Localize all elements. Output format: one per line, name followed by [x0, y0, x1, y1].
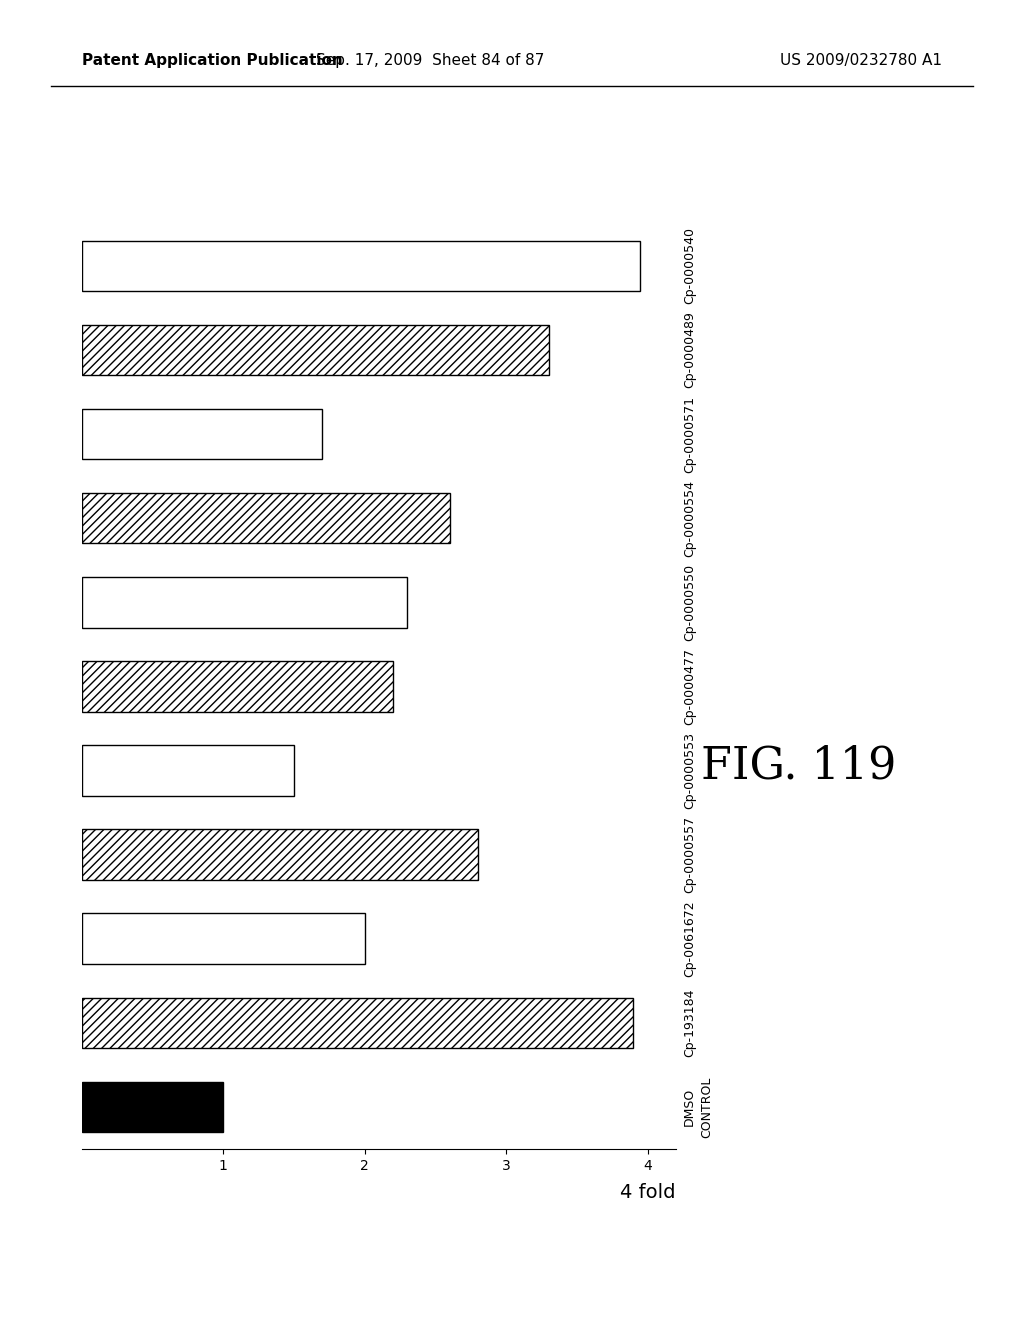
- Text: Sep. 17, 2009  Sheet 84 of 87: Sep. 17, 2009 Sheet 84 of 87: [315, 53, 545, 67]
- Bar: [82, 746, 294, 796]
- Text: Cp-0000553: Cp-0000553: [683, 733, 696, 809]
- Text: Cp-0061672: Cp-0061672: [683, 900, 696, 977]
- Bar: [82, 829, 478, 880]
- Text: Cp-0000477: Cp-0000477: [683, 648, 696, 725]
- Text: US 2009/0232780 A1: US 2009/0232780 A1: [780, 53, 942, 67]
- Text: DMSO: DMSO: [683, 1088, 696, 1126]
- Bar: [82, 913, 365, 964]
- Bar: [82, 240, 640, 292]
- Text: Cp-0000557: Cp-0000557: [683, 816, 696, 894]
- Bar: [82, 325, 549, 375]
- Text: Cp-0000554: Cp-0000554: [683, 479, 696, 557]
- Text: Cp-0000550: Cp-0000550: [683, 564, 696, 640]
- Bar: [82, 998, 634, 1048]
- Text: Cp-0000571: Cp-0000571: [683, 396, 696, 473]
- Text: Patent Application Publication: Patent Application Publication: [82, 53, 343, 67]
- Text: FIG. 119: FIG. 119: [701, 744, 896, 787]
- Bar: [82, 577, 408, 627]
- Text: 4 fold: 4 fold: [620, 1183, 675, 1201]
- Bar: [82, 409, 323, 459]
- Bar: [82, 492, 450, 544]
- Text: Cp-0000489: Cp-0000489: [683, 312, 696, 388]
- Text: CONTROL: CONTROL: [699, 1076, 713, 1138]
- Bar: [82, 661, 393, 711]
- Bar: [82, 1081, 223, 1133]
- Text: Cp-193184: Cp-193184: [683, 989, 696, 1057]
- Text: Cp-0000540: Cp-0000540: [683, 227, 696, 305]
